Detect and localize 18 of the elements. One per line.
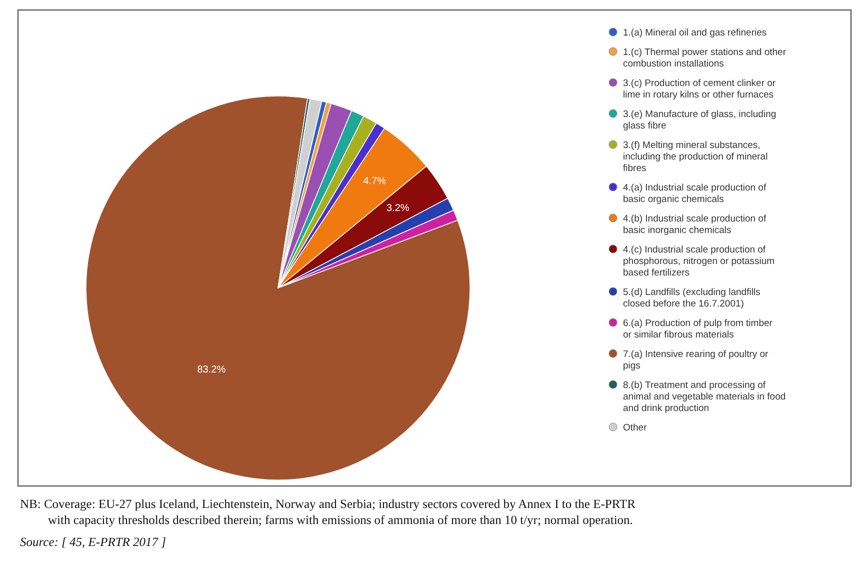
legend-label: 1.(c) Thermal power stations and other combustion installations — [623, 47, 786, 70]
source-note: Source: [ 45, E-PRTR 2017 ] — [20, 535, 166, 549]
data-label: 83.2% — [197, 364, 226, 376]
legend-label: 4.(b) Industrial scale production of basic inorganic chemicals — [623, 214, 766, 236]
legend-label: 1.(a) Mineral oil and gas refineries — [623, 28, 767, 38]
legend-label: 3.(e) Manufacture of glass, including glass fibre — [623, 109, 776, 132]
legend-label: Other — [623, 422, 647, 434]
text: NB: Coverage: EU-27 plus Iceland, Liechtenstein, Norway and Serbia; industry sectors covered by Annex I to the E-PRTR with capacity thresholds described therein; farms with emissions of ammonia of more than 10 t/yr; normal operation. — [20, 497, 636, 527]
legend-label: 3.(c) Production of cement clinker or lime in rotary kilns or other furnaces — [623, 78, 776, 100]
legend-label: 3.(f) Melting mineral substances, including the production of mineral fibres — [623, 140, 768, 174]
data-label: 4.7% — [363, 176, 386, 187]
legend-label: 8.(b) Treatment and processing of animal and vegetable materials in food and drink production — [623, 380, 786, 414]
legend-label: 5.(d) Landfills (excluding landfills closed before the 16.7.2001) — [623, 287, 761, 310]
legend-label: 4.(a) Industrial scale production of basic organic chemicals — [623, 182, 766, 205]
legend-label: 6.(a) Production of pulp from timber or similar fibrous materials — [623, 318, 772, 340]
legend-label: 4.(c) Industrial scale production of phosphorous, nitrogen or potassium based fertilizers — [623, 244, 775, 278]
data-label: 3.2% — [386, 202, 410, 214]
legend-label: 7.(a) Intensive rearing of poultry or pigs — [623, 349, 768, 372]
